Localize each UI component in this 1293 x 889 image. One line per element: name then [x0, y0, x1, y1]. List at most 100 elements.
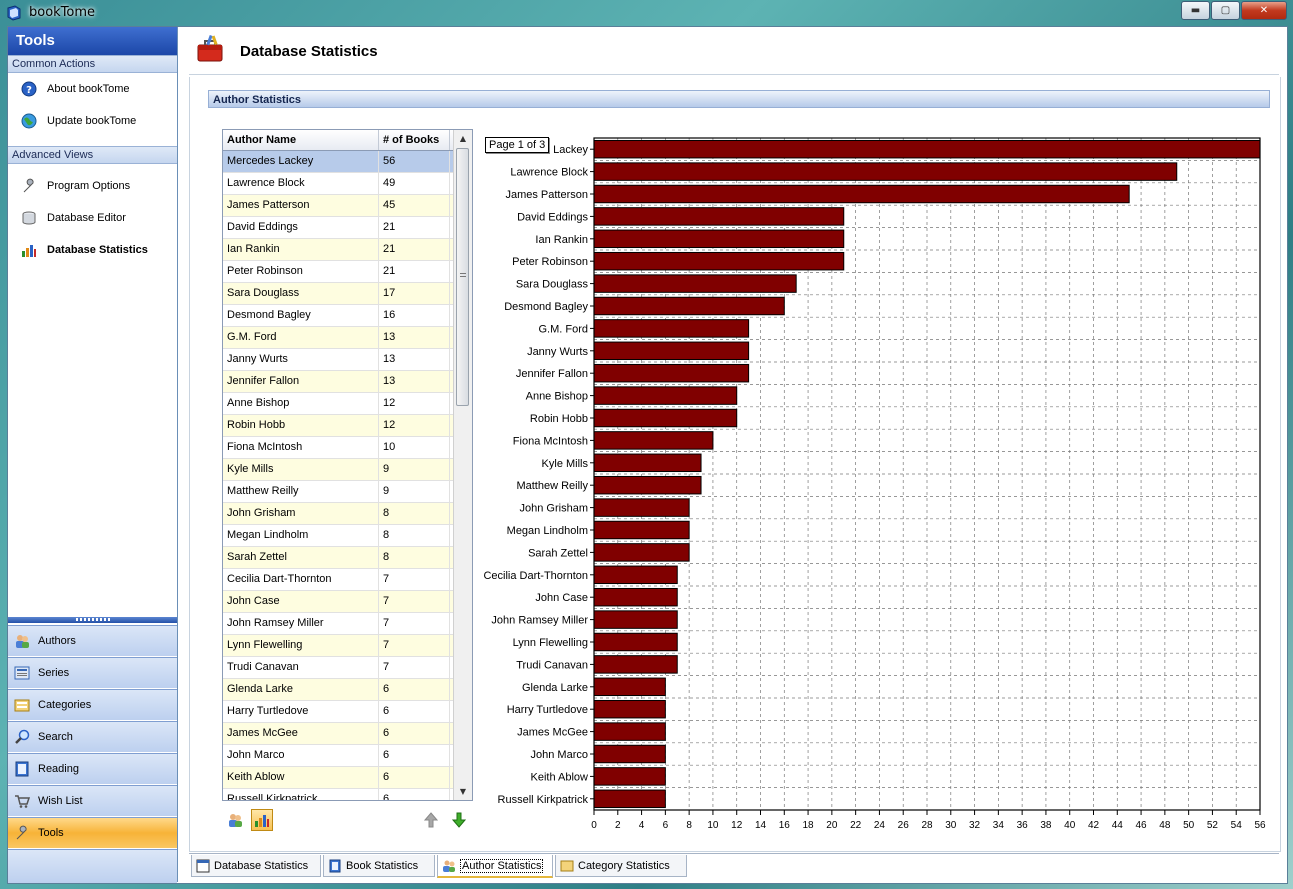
x-tick-label: 10 — [707, 820, 719, 831]
chart-view-button[interactable] — [251, 809, 273, 831]
table-row[interactable]: Kyle Mills 9 — [223, 459, 472, 481]
bar — [593, 274, 797, 293]
wrench-icon — [20, 178, 37, 195]
minimize-button[interactable]: ▬ — [1181, 1, 1210, 20]
book-count-cell: 12 — [379, 415, 450, 436]
grid-header: Author Name # of Books — [223, 130, 472, 151]
book-count-cell: 6 — [379, 789, 450, 800]
table-row[interactable]: John Case 7 — [223, 591, 472, 613]
nav-series[interactable]: Series — [8, 657, 177, 688]
author-name-cell: Sarah Zettel — [223, 547, 379, 568]
sidebar-item-program-options[interactable]: Program Options — [8, 170, 177, 202]
column-author-name[interactable]: Author Name — [223, 130, 379, 150]
book-count-cell: 49 — [379, 173, 450, 194]
scroll-up-arrow-icon[interactable]: ▲ — [459, 134, 467, 143]
nav-authors[interactable]: Authors — [8, 625, 177, 656]
scroll-thumb[interactable] — [456, 148, 469, 406]
sidebar-item-label: Update bookTome — [47, 115, 137, 127]
svg-text:?: ? — [26, 85, 32, 96]
table-row[interactable]: Megan Lindholm 8 — [223, 525, 472, 547]
book-count-cell: 8 — [379, 503, 450, 524]
tab-book-statistics[interactable]: Book Statistics — [323, 855, 435, 877]
table-row[interactable]: Lawrence Block 49 — [223, 173, 472, 195]
book-count-cell: 7 — [379, 657, 450, 678]
scroll-down-arrow-icon[interactable]: ▼ — [459, 787, 467, 796]
table-row[interactable]: Russell Kirkpatrick 6 — [223, 789, 472, 800]
grid-scrollbar[interactable]: ▲ ▼ — [453, 130, 472, 800]
table-row[interactable]: Cecilia Dart-Thornton 7 — [223, 569, 472, 591]
sidebar-item-update[interactable]: Update bookTome — [8, 105, 177, 137]
nav-label: Series — [38, 667, 70, 679]
sidebar-item-database-editor[interactable]: Database Editor — [8, 202, 177, 234]
book-count-cell: 45 — [379, 195, 450, 216]
table-row[interactable]: Harry Turtledove 6 — [223, 701, 472, 723]
table-row[interactable]: Desmond Bagley 16 — [223, 305, 472, 327]
table-row[interactable]: Jennifer Fallon 13 — [223, 371, 472, 393]
nav-reading[interactable]: Reading — [8, 753, 177, 784]
x-tick-label: 22 — [850, 820, 862, 831]
table-row[interactable]: Anne Bishop 12 — [223, 393, 472, 415]
nav-label: Search — [38, 731, 73, 743]
x-tick-label: 8 — [686, 820, 692, 831]
sidebar-item-label: Database Statistics — [47, 244, 148, 256]
author-name-cell: Glenda Larke — [223, 679, 379, 700]
sidebar-splitter[interactable] — [8, 617, 177, 623]
table-row[interactable]: Matthew Reilly 9 — [223, 481, 472, 503]
authors-view-button[interactable] — [224, 809, 246, 831]
table-row[interactable]: Lynn Flewelling 7 — [223, 635, 472, 657]
tab-database-statistics[interactable]: Database Statistics — [191, 855, 321, 877]
table-row[interactable]: Robin Hobb 12 — [223, 415, 472, 437]
x-tick-label: 44 — [1112, 820, 1124, 831]
author-name-cell: Robin Hobb — [223, 415, 379, 436]
sidebar-item-about[interactable]: ? About bookTome — [8, 73, 177, 105]
book-count-cell: 10 — [379, 437, 450, 458]
y-tick-label: John Marco — [531, 749, 588, 761]
table-row[interactable]: Ian Rankin 21 — [223, 239, 472, 261]
nav-wish-list[interactable]: Wish List — [8, 785, 177, 816]
sidebar-item-label: About bookTome — [47, 83, 130, 95]
categories-icon — [14, 699, 30, 712]
table-row[interactable]: James McGee 6 — [223, 723, 472, 745]
sort-down-button[interactable] — [448, 809, 470, 831]
table-row[interactable]: John Marco 6 — [223, 745, 472, 767]
plot-border — [593, 137, 1261, 811]
tab-category-statistics[interactable]: Category Statistics — [555, 855, 687, 877]
table-row[interactable]: G.M. Ford 13 — [223, 327, 472, 349]
nav-tools[interactable]: Tools — [8, 817, 177, 848]
nav-label: Tools — [38, 827, 64, 839]
column-book-count[interactable]: # of Books — [379, 130, 450, 150]
y-tick-label: G.M. Ford — [538, 323, 588, 335]
table-row[interactable]: Peter Robinson 21 — [223, 261, 472, 283]
book-count-cell: 21 — [379, 239, 450, 260]
author-name-cell: Kyle Mills — [223, 459, 379, 480]
table-row[interactable]: Mercedes Lackey 56 — [223, 151, 472, 173]
table-row[interactable]: Trudi Canavan 7 — [223, 657, 472, 679]
category-stats-icon — [560, 860, 574, 871]
table-row[interactable]: Sara Douglass 17 — [223, 283, 472, 305]
x-tick-label: 38 — [1040, 820, 1052, 831]
author-name-cell: Mercedes Lackey — [223, 151, 379, 172]
nav-categories[interactable]: Categories — [8, 689, 177, 720]
y-tick-label: Megan Lindholm — [507, 525, 588, 537]
sort-up-button[interactable] — [420, 809, 442, 831]
table-row[interactable]: John Ramsey Miller 7 — [223, 613, 472, 635]
table-row[interactable]: Sarah Zettel 8 — [223, 547, 472, 569]
close-button[interactable]: ✕ — [1241, 1, 1287, 20]
table-row[interactable]: David Eddings 21 — [223, 217, 472, 239]
table-row[interactable]: Keith Ablow 6 — [223, 767, 472, 789]
sidebar-item-database-statistics[interactable]: Database Statistics — [8, 234, 177, 266]
y-tick-label: Desmond Bagley — [504, 301, 588, 313]
tab-author-statistics[interactable]: Author Statistics — [437, 855, 553, 878]
maximize-button[interactable]: ▢ — [1211, 1, 1240, 20]
bar — [593, 229, 845, 249]
table-row[interactable]: Glenda Larke 6 — [223, 679, 472, 701]
table-row[interactable]: Janny Wurts 13 — [223, 349, 472, 371]
table-row[interactable]: James Patterson 45 — [223, 195, 472, 217]
table-row[interactable]: John Grisham 8 — [223, 503, 472, 525]
table-row[interactable]: Fiona McIntosh 10 — [223, 437, 472, 459]
nav-search[interactable]: Search — [8, 721, 177, 752]
main-panel: Database Statistics Author Statistics Au… — [179, 27, 1287, 882]
bar-chart-icon — [255, 815, 269, 827]
author-name-cell: John Grisham — [223, 503, 379, 524]
author-grid[interactable]: Author Name # of Books Mercedes Lackey 56… — [222, 129, 473, 801]
